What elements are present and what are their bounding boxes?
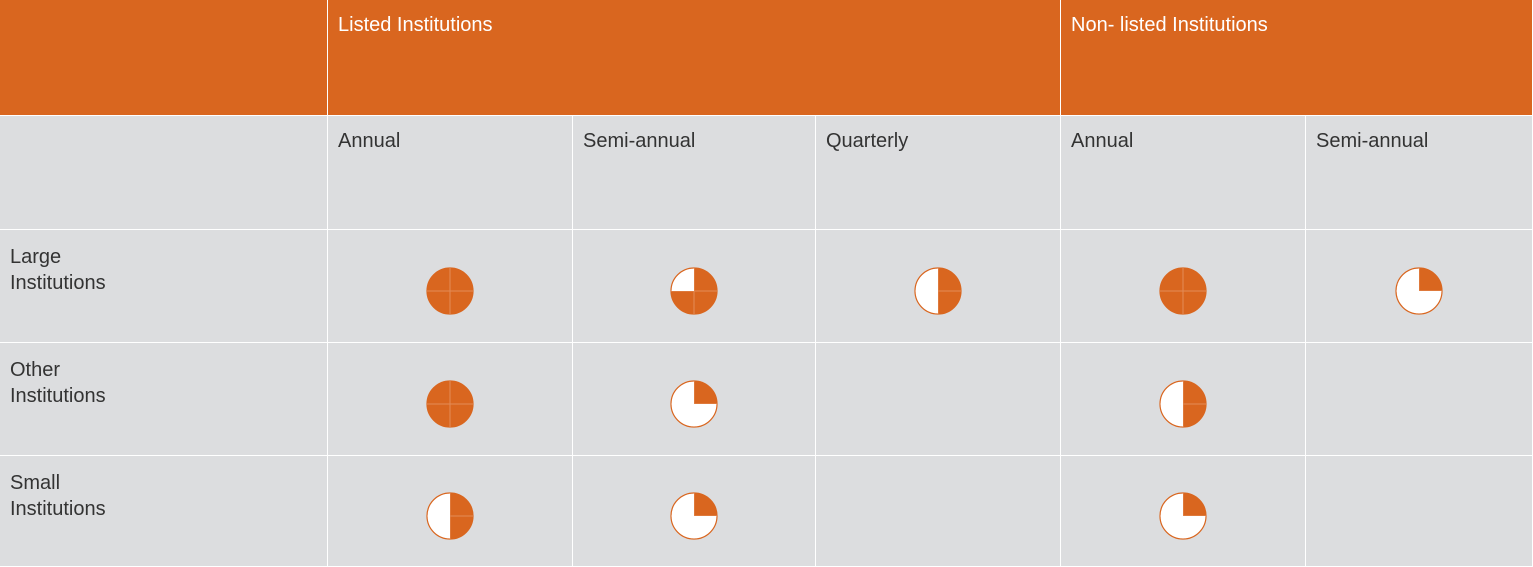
empty-cell: [0, 116, 328, 230]
column-header: Annual: [328, 116, 573, 230]
value-cell: [573, 230, 816, 343]
group-label: Listed Institutions: [338, 14, 493, 36]
column-label: Annual: [1071, 130, 1134, 152]
corner-cell: [0, 0, 328, 116]
group-header: Listed Institutions: [328, 0, 1061, 116]
value-cell: [1306, 343, 1533, 456]
ball-fill: [450, 493, 473, 539]
harvey-ball: [1395, 267, 1443, 315]
value-cell: [328, 343, 573, 456]
ball-divider: [1160, 493, 1206, 539]
column-label: Annual: [338, 130, 401, 152]
value-cell: [1061, 456, 1306, 567]
value-cell: [573, 343, 816, 456]
harvey-ball: [914, 267, 962, 315]
harvey-ball: [670, 380, 718, 428]
column-header: Annual: [1061, 116, 1306, 230]
column-label: Quarterly: [826, 130, 909, 152]
column-header: Semi-annual: [573, 116, 816, 230]
column-header: Semi-annual: [1306, 116, 1533, 230]
value-cell: [816, 230, 1061, 343]
value-cell: [328, 230, 573, 343]
value-cell: [1306, 230, 1533, 343]
ball-divider: [427, 493, 473, 539]
ball-fill: [427, 381, 473, 427]
ball-fill: [694, 493, 717, 516]
ball-divider: [671, 381, 717, 427]
ball-fill: [694, 381, 717, 404]
value-cell: [1061, 230, 1306, 343]
group-label: Non- listed Institutions: [1071, 14, 1268, 36]
ball-divider: [427, 268, 473, 314]
row-label-cell: Small Institutions: [0, 456, 328, 567]
ball-fill: [1419, 268, 1442, 291]
row-label: Large Institutions: [10, 246, 106, 294]
row-label: Small Institutions: [10, 472, 106, 520]
harvey-ball: [1159, 267, 1207, 315]
ball-fill: [1183, 381, 1206, 427]
value-cell: [328, 456, 573, 567]
ball-divider: [427, 381, 473, 427]
ball-divider: [1396, 268, 1442, 314]
value-cell: [1061, 343, 1306, 456]
ball-divider: [671, 268, 717, 314]
harvey-ball: [426, 267, 474, 315]
ball-fill: [938, 268, 961, 314]
column-label: Semi-annual: [583, 130, 696, 152]
ball-fill: [1160, 268, 1206, 314]
value-cell: [816, 456, 1061, 567]
value-cell: [573, 456, 816, 567]
harvey-ball: [1159, 492, 1207, 540]
harvey-ball: [1159, 380, 1207, 428]
harvey-ball: [670, 492, 718, 540]
value-cell: [816, 343, 1061, 456]
group-header: Non- listed Institutions: [1061, 0, 1533, 116]
row-label-cell: Large Institutions: [0, 230, 328, 343]
column-label: Semi-annual: [1316, 130, 1429, 152]
harvey-ball: [426, 492, 474, 540]
ball-fill: [427, 268, 473, 314]
ball-divider: [1160, 381, 1206, 427]
harvey-ball: [670, 267, 718, 315]
row-label: Other Institutions: [10, 359, 106, 407]
value-cell: [1306, 456, 1533, 567]
ball-fill: [671, 268, 717, 314]
harvey-ball: [426, 380, 474, 428]
ball-fill: [1183, 493, 1206, 516]
ball-divider: [671, 493, 717, 539]
row-label-cell: Other Institutions: [0, 343, 328, 456]
ball-divider: [915, 268, 961, 314]
column-header: Quarterly: [816, 116, 1061, 230]
ball-divider: [1160, 268, 1206, 314]
